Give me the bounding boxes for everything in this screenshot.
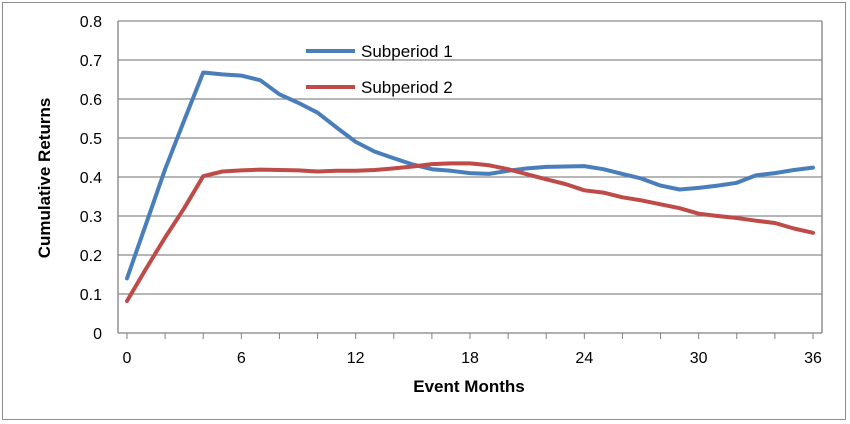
y-tick-label: 0.4 — [80, 170, 102, 187]
axes: 0 0.1 0.2 0.3 0.4 0.5 0.6 0.7 0.8 0 6 12 18 24 30 36 — [80, 14, 823, 367]
x-tick-label: 24 — [575, 350, 593, 367]
y-tick-label: 0.8 — [80, 14, 102, 31]
chart-frame — [2, 2, 846, 420]
x-tick-label: 18 — [461, 350, 479, 367]
y-axis-title: Cumulative Returns — [35, 98, 54, 259]
x-tick-label: 6 — [237, 350, 246, 367]
y-tick-label: 0.5 — [80, 131, 102, 148]
legend-label-subperiod-2: Subperiod 2 — [361, 78, 453, 97]
series-line-2 — [125, 161, 815, 303]
series-lines — [125, 70, 815, 303]
x-tick-label: 36 — [804, 350, 822, 367]
y-tick-label: 0.6 — [80, 92, 102, 109]
y-tick-label: 0.2 — [80, 248, 102, 265]
legend-label-subperiod-1: Subperiod 1 — [361, 42, 453, 61]
x-tick-label: 0 — [123, 350, 132, 367]
y-tick-label: 0.7 — [80, 53, 102, 70]
y-tick-label: 0.1 — [80, 287, 102, 304]
x-tick-label: 30 — [690, 350, 708, 367]
series-line-1 — [125, 70, 815, 281]
legend: Subperiod 1 Subperiod 2 — [306, 42, 453, 97]
y-tick-label: 0.3 — [80, 209, 102, 226]
x-tick-label: 12 — [347, 350, 365, 367]
gridlines — [118, 20, 822, 334]
x-axis-title: Event Months — [413, 377, 524, 396]
y-tick-label: 0 — [93, 326, 102, 343]
